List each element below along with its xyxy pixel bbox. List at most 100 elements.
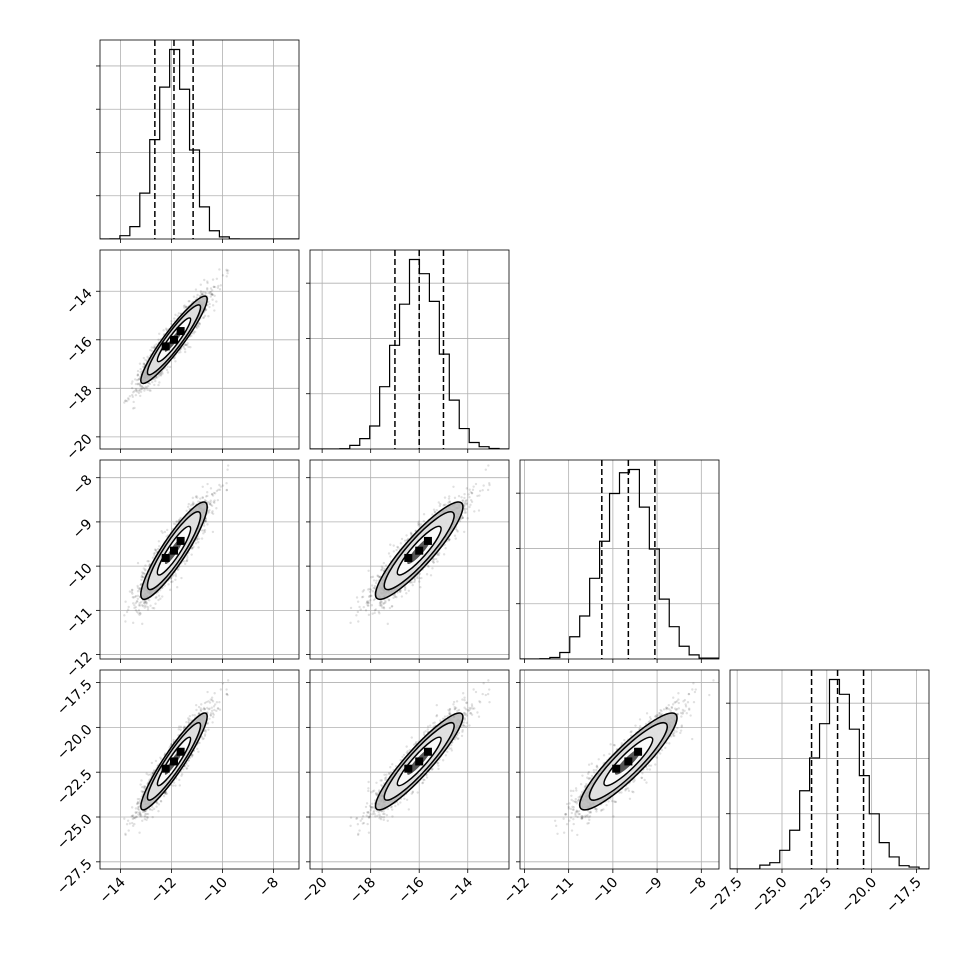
sample-point <box>355 614 358 617</box>
sample-point <box>194 288 198 291</box>
sample-point <box>177 518 181 522</box>
sample-point <box>142 387 146 390</box>
sample-point <box>213 309 216 312</box>
sample-point <box>130 393 134 397</box>
sample-point <box>172 574 175 577</box>
sample-point <box>141 572 145 575</box>
sample-point <box>144 385 147 388</box>
panel-content <box>100 40 299 239</box>
sample-point <box>463 530 466 534</box>
sample-point <box>144 387 147 390</box>
contour-1 <box>146 510 202 591</box>
density-peak-cell-1 <box>176 536 185 545</box>
sample-point <box>174 313 177 317</box>
sample-point <box>210 493 214 496</box>
panel-frame <box>309 249 510 450</box>
sample-point <box>182 346 186 349</box>
sample-point <box>372 586 375 590</box>
sample-point <box>166 528 169 532</box>
sample-point <box>138 587 141 590</box>
sample-point <box>139 367 142 371</box>
sample-point <box>124 620 127 623</box>
sample-point <box>135 600 139 603</box>
sample-point <box>138 611 142 615</box>
sample-point <box>196 293 199 297</box>
sample-point <box>153 344 156 347</box>
sample-point <box>138 382 141 385</box>
sample-point <box>212 285 215 289</box>
sample-point <box>123 401 126 404</box>
sample-point <box>413 580 416 584</box>
sample-point <box>141 576 144 579</box>
sample-point <box>124 399 127 402</box>
sample-point <box>198 323 201 326</box>
sample-point <box>203 528 207 532</box>
sample-point <box>211 494 215 497</box>
sample-point <box>216 498 220 502</box>
sample-point <box>468 488 471 491</box>
sample-point <box>389 555 392 558</box>
sample-point <box>157 540 161 543</box>
sample-point <box>146 608 150 611</box>
sample-point <box>123 614 126 617</box>
histogram-step <box>310 258 509 449</box>
sample-point <box>206 287 209 290</box>
sample-point <box>215 300 218 303</box>
sample-point <box>159 597 162 600</box>
sample-point <box>209 487 213 490</box>
sample-point <box>368 590 372 593</box>
sample-point <box>436 560 439 563</box>
density-peak-cell-0 <box>161 342 170 351</box>
sample-point <box>143 602 146 605</box>
sample-point <box>136 594 140 597</box>
sample-point <box>149 389 152 392</box>
sample-point <box>127 605 130 609</box>
sample-point <box>207 500 210 504</box>
sample-point <box>203 314 207 318</box>
sample-point <box>161 372 164 375</box>
sample-point <box>184 562 187 566</box>
sample-point <box>435 509 438 512</box>
sample-point <box>174 578 177 581</box>
sample-point <box>140 384 143 388</box>
sample-point <box>183 343 187 346</box>
sample-point <box>150 346 154 349</box>
sample-point <box>195 296 198 299</box>
sample-point <box>168 588 172 592</box>
sample-point <box>226 464 230 467</box>
sample-point <box>150 349 154 353</box>
sample-point <box>131 596 135 599</box>
sample-point <box>191 496 195 500</box>
sample-point <box>465 487 469 490</box>
panel-frame <box>99 249 300 450</box>
sample-point <box>349 621 352 625</box>
sample-point <box>204 291 208 295</box>
sample-point <box>177 351 180 354</box>
sample-point <box>196 538 199 541</box>
sample-point <box>366 600 369 603</box>
sample-point <box>130 382 133 385</box>
sample-point <box>413 577 416 580</box>
sample-point <box>365 600 369 604</box>
sample-point <box>463 507 466 510</box>
panel-content <box>310 460 509 659</box>
sample-point <box>206 304 209 307</box>
sample-point <box>206 288 209 291</box>
panel-content <box>100 250 299 449</box>
sample-point <box>349 606 353 610</box>
sample-point <box>138 362 142 365</box>
sample-point <box>388 598 391 601</box>
sample-point <box>133 406 136 410</box>
sample-point <box>213 492 217 495</box>
sample-point <box>134 595 138 598</box>
panel-frame <box>99 39 300 240</box>
sample-point <box>136 369 140 373</box>
sample-point <box>367 588 370 591</box>
sample-point <box>208 305 211 309</box>
sample-point <box>185 343 189 347</box>
sample-point <box>134 393 138 397</box>
sample-point <box>133 390 136 393</box>
sample-point <box>204 519 208 523</box>
sample-point <box>192 502 196 505</box>
sample-point <box>225 482 228 485</box>
